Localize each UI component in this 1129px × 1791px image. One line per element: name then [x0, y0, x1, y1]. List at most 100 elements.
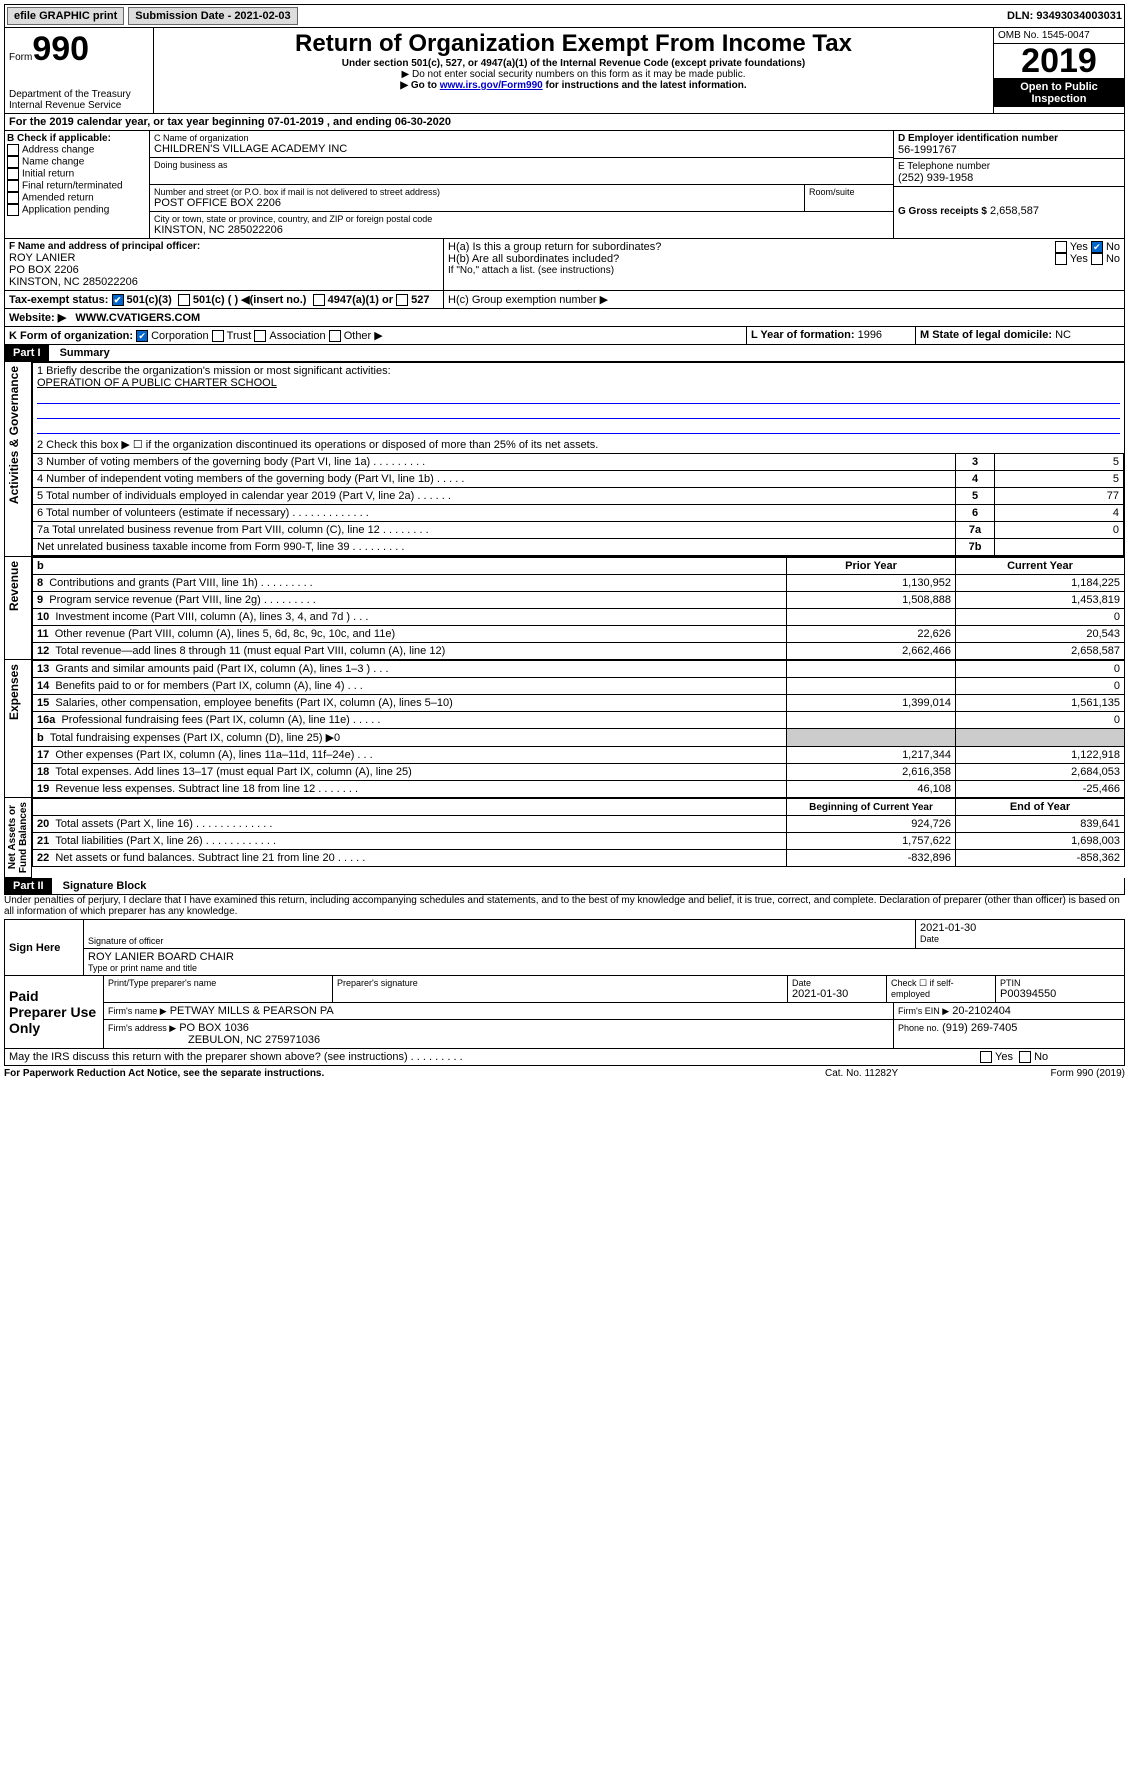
submission-date-button[interactable]: Submission Date - 2021-02-03 [128, 7, 297, 25]
check-501c[interactable] [178, 294, 190, 306]
efile-button[interactable]: efile GRAPHIC print [7, 7, 124, 25]
firm-ein: 20-2102404 [952, 1005, 1011, 1017]
line1-label: 1 Briefly describe the organization's mi… [37, 365, 1120, 377]
ptin-label: PTIN [1000, 978, 1120, 988]
check-assoc[interactable] [254, 330, 266, 342]
revhdr-b: b [33, 558, 787, 575]
line7a: 7a Total unrelated business revenue from… [33, 522, 956, 539]
table-row: 10 Investment income (Part VIII, column … [33, 609, 1125, 626]
check-corp[interactable]: ✔ [136, 330, 148, 342]
firm-phone-label: Phone no. [898, 1023, 939, 1033]
check-amended[interactable] [7, 192, 19, 204]
check-other[interactable] [329, 330, 341, 342]
prep-date-val: 2021-01-30 [792, 988, 882, 1000]
officer-addr1: PO BOX 2206 [9, 264, 439, 276]
org-name: CHILDREN'S VILLAGE ACADEMY INC [154, 143, 889, 155]
FH-block: F Name and address of principal officer:… [4, 239, 1125, 291]
discuss-yes-txt: Yes [995, 1051, 1013, 1063]
website-value: WWW.CVATIGERS.COM [75, 312, 200, 324]
check-application[interactable] [7, 204, 19, 216]
check-initial[interactable] [7, 168, 19, 180]
check-name[interactable] [7, 156, 19, 168]
table-row: 12 Total revenue—add lines 8 through 11 … [33, 643, 1125, 660]
dln-label: DLN: 93493034003031 [1007, 10, 1122, 22]
paid-preparer-label: Paid Preparer Use Only [5, 976, 104, 1048]
part1-title: Summary [52, 347, 110, 359]
Hb-no[interactable] [1091, 253, 1103, 265]
lab5: 5 [956, 488, 995, 505]
firm-ein-label: Firm's EIN ▶ [898, 1006, 949, 1016]
sig-date-val: 2021-01-30 [920, 922, 1120, 934]
M-val: NC [1055, 329, 1071, 341]
line5: 5 Total number of individuals employed i… [33, 488, 956, 505]
side-revenue: Revenue [5, 557, 23, 615]
E-label: E Telephone number [898, 161, 1120, 172]
officer-print-name: ROY LANIER BOARD CHAIR [88, 951, 1120, 963]
B-addr: Address change [22, 145, 94, 156]
officer-addr2: KINSTON, NC 285022206 [9, 276, 439, 288]
table-row: 18 Total expenses. Add lines 13–17 (must… [33, 764, 1125, 781]
K-other: Other ▶ [344, 330, 383, 342]
B-final: Final return/terminated [22, 181, 123, 192]
check-trust[interactable] [212, 330, 224, 342]
Hc-label: H(c) Group exemption number ▶ [444, 291, 1124, 308]
K-corp: Corporation [151, 330, 208, 342]
B-name: Name change [22, 157, 84, 168]
table-row: 9 Program service revenue (Part VIII, li… [33, 592, 1125, 609]
table-row: 16a Professional fundraising fees (Part … [33, 712, 1125, 729]
val4: 5 [995, 471, 1124, 488]
check-4947[interactable] [313, 294, 325, 306]
val7b [995, 539, 1124, 556]
I-row: Tax-exempt status: ✔501(c)(3) 501(c) ( )… [5, 291, 444, 308]
addr-label: Number and street (or P.O. box if mail i… [154, 187, 800, 197]
cat-no: Cat. No. 11282Y [825, 1068, 985, 1079]
B-init: Initial return [22, 169, 74, 180]
side-expenses: Expenses [5, 660, 23, 724]
check-527[interactable] [396, 294, 408, 306]
dba-label: Doing business as [154, 160, 889, 170]
note-ssn: ▶ Do not enter social security numbers o… [158, 69, 989, 80]
revenue-section: Revenue bPrior YearCurrent Year 8 Contri… [4, 557, 1125, 660]
discuss-no[interactable] [1019, 1051, 1031, 1063]
line3: 3 Number of voting members of the govern… [33, 454, 956, 471]
note-goto-post: for instructions and the latest informat… [543, 80, 747, 91]
check-address[interactable] [7, 144, 19, 156]
footer-form: Form 990 (2019) [1051, 1068, 1125, 1079]
check-501c3[interactable]: ✔ [112, 294, 124, 306]
revhdr-curr: Current Year [956, 558, 1125, 575]
check-final[interactable] [7, 180, 19, 192]
lab7b: 7b [956, 539, 995, 556]
irs-link[interactable]: www.irs.gov/Form990 [440, 80, 543, 91]
firm-city: ZEBULON, NC 275971036 [108, 1034, 889, 1046]
table-row: 8 Contributions and grants (Part VIII, l… [33, 575, 1125, 592]
no-txt2: No [1106, 253, 1120, 265]
J-label: Website: ▶ [9, 312, 66, 324]
val6: 4 [995, 505, 1124, 522]
lab6: 6 [956, 505, 995, 522]
K-label: K Form of organization: [9, 330, 133, 342]
J-row: Website: ▶ WWW.CVATIGERS.COM [4, 309, 1125, 327]
entity-block: B Check if applicable: Address change Na… [4, 131, 1125, 239]
part2-label: Part II [5, 878, 52, 894]
ein-value: 56-1991767 [898, 144, 1120, 156]
line-A: For the 2019 calendar year, or tax year … [4, 114, 1125, 131]
dept-label: Department of the Treasury Internal Reve… [9, 89, 149, 111]
gross-receipts: 2,658,587 [990, 205, 1039, 217]
firm-addr: PO BOX 1036 [179, 1022, 249, 1034]
line1-value: OPERATION OF A PUBLIC CHARTER SCHOOL [37, 377, 1120, 389]
sign-here-block: Sign Here Signature of officer 2021-01-3… [4, 919, 1125, 976]
table-row: 14 Benefits paid to or for members (Part… [33, 678, 1125, 695]
I-c: 501(c) ( ) ◀(insert no.) [193, 294, 307, 306]
Ha-no[interactable]: ✔ [1091, 241, 1103, 253]
lab7a: 7a [956, 522, 995, 539]
yes-txt2: Yes [1070, 253, 1088, 265]
Ha-label: H(a) Is this a group return for subordin… [448, 241, 1055, 253]
Hb-yes[interactable] [1055, 253, 1067, 265]
city-label: City or town, state or province, country… [154, 214, 889, 224]
discuss-label: May the IRS discuss this return with the… [5, 1049, 976, 1065]
L-val: 1996 [858, 329, 882, 341]
table-row: 11 Other revenue (Part VIII, column (A),… [33, 626, 1125, 643]
sig-date-label: Date [920, 934, 1120, 944]
Ha-yes[interactable] [1055, 241, 1067, 253]
discuss-yes[interactable] [980, 1051, 992, 1063]
